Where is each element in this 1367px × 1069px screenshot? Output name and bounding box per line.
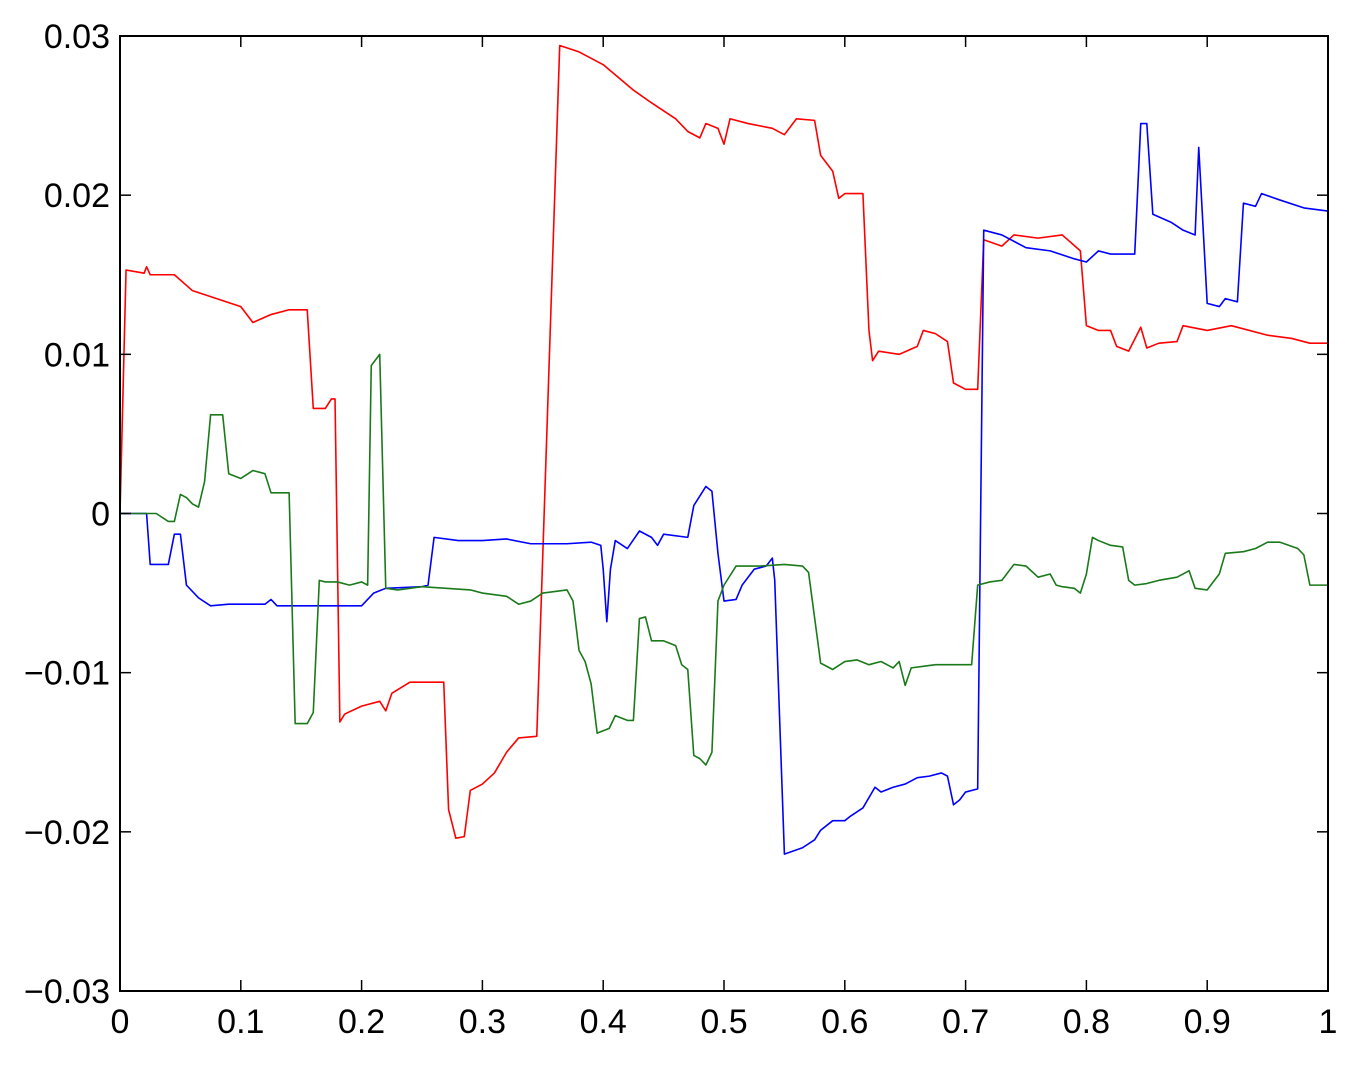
series-layer	[119, 44, 1329, 855]
y-tick-label: 0.02	[44, 177, 110, 215]
x-tick-label: 0.1	[217, 1003, 264, 1041]
series-line-1	[120, 122, 1329, 855]
x-tick-label: 0.9	[1184, 1003, 1231, 1041]
x-tick-label: 1	[1319, 1003, 1338, 1041]
y-tick-label: 0.01	[44, 336, 110, 374]
y-tick-label: −0.03	[24, 973, 110, 1011]
x-tick-label: 0.2	[338, 1003, 385, 1041]
y-tick-label: 0	[91, 496, 110, 534]
x-tick-label: 0.7	[942, 1003, 989, 1041]
x-tick-label: 0.8	[1063, 1003, 1110, 1041]
x-tick-label: 0.5	[700, 1003, 747, 1041]
y-tick-label: −0.01	[24, 655, 110, 693]
plot-area-frame	[119, 35, 1329, 992]
x-tick-label: 0	[111, 1003, 130, 1041]
series-line-2	[120, 353, 1328, 766]
tick-layer	[119, 35, 1329, 992]
x-tick-label: 0.6	[821, 1003, 868, 1041]
x-tick-label: 0.3	[459, 1003, 506, 1041]
x-tick-label: 0.4	[580, 1003, 627, 1041]
y-tick-label: −0.02	[24, 814, 110, 852]
series-line-0	[119, 44, 1328, 840]
tick-label-layer: 0 0.1 0.2 0.3 0.4 0.5 0.6 0.7 0.8 0.9 1 0.03 0.02 0.0…	[24, 18, 1337, 1041]
y-tick-label: 0.03	[44, 18, 110, 56]
